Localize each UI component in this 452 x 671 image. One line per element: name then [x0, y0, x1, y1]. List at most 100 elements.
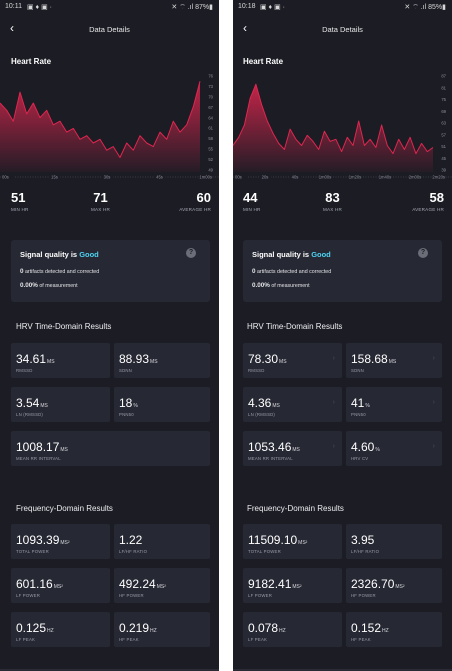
x-tick-bg: [349, 174, 361, 180]
y-tick-label: 52: [208, 157, 213, 162]
phone-screen-right: 10:18 ▣ ♦ ▣ · ✕ ⌔ .ıl 85%▮ ‹ Data Detail…: [233, 0, 452, 671]
y-tick-label: 61: [208, 126, 213, 131]
x-tick-label: 30s: [104, 175, 111, 180]
x-tick-bg: [289, 174, 301, 180]
metric-unit: MS: [292, 447, 300, 453]
metric-card-sdnn[interactable]: 88.93MS SDNN: [114, 343, 210, 378]
metric-unit: MS²: [53, 584, 63, 590]
metric-value: 9182.41: [248, 577, 292, 591]
page-title: Data Details: [322, 25, 363, 34]
metric-card-mean-rr[interactable]: 1008.17MS MEAN RR INTERVAL: [11, 431, 210, 466]
metric-label: RMSSD: [248, 368, 265, 373]
max-hr-stat: 83 MAX HR: [323, 190, 342, 212]
chevron-right-icon: ›: [332, 355, 335, 362]
metric-card-ln-rmssd[interactable]: 3.54MS LN (RMSSD): [11, 387, 110, 422]
heart-rate-line: [0, 81, 201, 158]
artifacts-line: 0 artifacts detected and corrected: [20, 268, 99, 275]
help-icon[interactable]: ?: [186, 248, 196, 258]
metric-label: MEAN RR INTERVAL: [248, 456, 293, 461]
metric-label: LF POWER: [16, 593, 41, 598]
min-hr-stat: 44 MIN HR: [243, 190, 261, 212]
metric-label: HRV CV: [351, 456, 369, 461]
measurement-percent: 0.00%: [252, 282, 270, 289]
y-tick-label: 64: [208, 115, 213, 120]
status-system-icons: ✕ ⌔ .ıl 85%▮: [404, 4, 446, 11]
metric-card-lf-hf-ratio[interactable]: 1.22 LF/HF RATIO: [114, 524, 210, 559]
x-tick-label: 00s: [235, 175, 242, 180]
metric-label: PNN50: [119, 412, 134, 417]
metric-unit: MS: [279, 359, 287, 365]
x-tick-label: 1m20s: [349, 175, 362, 180]
metric-unit: MS²: [156, 584, 166, 590]
metric-card-hrv-cv[interactable]: 4.60% HRV CV ›: [346, 431, 442, 466]
help-icon[interactable]: ?: [418, 248, 428, 258]
x-tick-bg: [153, 174, 166, 180]
metric-card-lf-peak[interactable]: 0.125HZ LF PEAK: [11, 612, 110, 647]
chevron-right-icon: ›: [432, 399, 435, 406]
heart-rate-chart: 87 81 75 69 63 57 51 45 39 00s 20s 40s 1m00s 1m20s 1m4…: [233, 74, 452, 180]
metric-unit: MS²: [395, 584, 405, 590]
x-tick-label: 15s: [51, 175, 58, 180]
metric-card-rmssd[interactable]: 78.30MS RMSSD ›: [243, 343, 342, 378]
metric-card-hf-power[interactable]: 2326.70MS² HF POWER: [346, 568, 442, 603]
metric-card-rmssd[interactable]: 34.61MS RMSSD: [11, 343, 110, 378]
max-hr-label: MAX HR: [91, 207, 111, 212]
metric-card-ln-rmssd[interactable]: 4.36MS LN (RMSSD) ›: [243, 387, 342, 422]
bottom-edge: [233, 669, 452, 671]
metric-unit: MS: [60, 447, 68, 453]
metric-card-sdnn[interactable]: 158.68MS SDNN ›: [346, 343, 442, 378]
metric-card-hf-power[interactable]: 492.24MS² HF POWER: [114, 568, 210, 603]
metric-value: 78.30: [248, 352, 279, 366]
min-hr-value: 51: [11, 190, 26, 205]
x-tick-bg: [379, 174, 391, 180]
metric-card-hf-peak[interactable]: 0.152HZ HF PEAK: [346, 612, 442, 647]
y-tick-label: 76: [208, 74, 213, 79]
metric-card-total-power[interactable]: 1093.39MS² TOTAL POWER: [11, 524, 110, 559]
metric-label: LF PEAK: [16, 637, 36, 642]
metric-label: MEAN RR INTERVAL: [16, 456, 61, 461]
status-time: 10:18: [238, 3, 256, 10]
x-tick-label: 45s: [156, 175, 163, 180]
x-tick-label: 00s: [2, 175, 9, 180]
app-bar: ‹ Data Details: [233, 16, 452, 42]
app-bar: ‹ Data Details: [0, 16, 219, 42]
metric-card-lf-hf-ratio[interactable]: 3.95 LF/HF RATIO: [346, 524, 442, 559]
metric-card-lf-peak[interactable]: 0.078HZ LF PEAK: [243, 612, 342, 647]
metric-card-lf-power[interactable]: 601.16MS² LF POWER: [11, 568, 110, 603]
metric-label: HF POWER: [119, 593, 144, 598]
status-bar: 10:11 ▣ ♦ ▣ · ✕ ⌔ .ıl 87%▮: [0, 0, 219, 14]
metric-card-pnn50[interactable]: 41% PNN50 ›: [346, 387, 442, 422]
average-hr-label: AVERAGE HR: [412, 207, 444, 212]
x-tick-bg: [200, 174, 212, 180]
notification-icons: ▣ ♦ ▣ ·: [27, 4, 52, 11]
artifacts-text: artifacts detected and corrected: [255, 269, 332, 275]
signal-quality-text: Signal quality is Good: [20, 250, 99, 259]
measurement-text: of measurement: [37, 283, 78, 289]
metric-label: LF/HF RATIO: [119, 549, 148, 554]
metric-card-mean-rr[interactable]: 1053.46MS MEAN RR INTERVAL ›: [243, 431, 342, 466]
x-tick-bg: [101, 174, 113, 180]
y-tick-label: 69: [441, 109, 446, 114]
phone-screen-left: 10:11 ▣ ♦ ▣ · ✕ ⌔ .ıl 87%▮ ‹ Data Detail…: [0, 0, 219, 671]
heart-rate-area: [233, 84, 433, 172]
metric-value: 3.54: [16, 396, 40, 410]
metric-card-total-power[interactable]: 11509.10MS² TOTAL POWER: [243, 524, 342, 559]
back-arrow-icon[interactable]: ‹: [10, 21, 14, 35]
metric-unit: MS: [40, 403, 48, 409]
metric-label: LF POWER: [248, 593, 273, 598]
metric-value: 0.078: [248, 621, 279, 635]
y-tick-label: 55: [208, 147, 213, 152]
min-hr-label: MIN HR: [11, 207, 29, 212]
metric-card-hf-peak[interactable]: 0.219HZ HF PEAK: [114, 612, 210, 647]
metric-card-lf-power[interactable]: 9182.41MS² LF POWER: [243, 568, 342, 603]
metric-unit: HZ: [382, 628, 389, 634]
chevron-right-icon: ›: [332, 399, 335, 406]
metric-value: 601.16: [16, 577, 53, 591]
x-tick-label: 1m00s: [319, 175, 332, 180]
metric-card-pnn50[interactable]: 18% PNN50: [114, 387, 210, 422]
y-tick-label: 67: [208, 105, 213, 110]
metric-value: 158.68: [351, 352, 388, 366]
back-arrow-icon[interactable]: ‹: [243, 21, 247, 35]
metric-unit: MS²: [298, 540, 308, 546]
metric-label: LN (RMSSD): [16, 412, 44, 417]
